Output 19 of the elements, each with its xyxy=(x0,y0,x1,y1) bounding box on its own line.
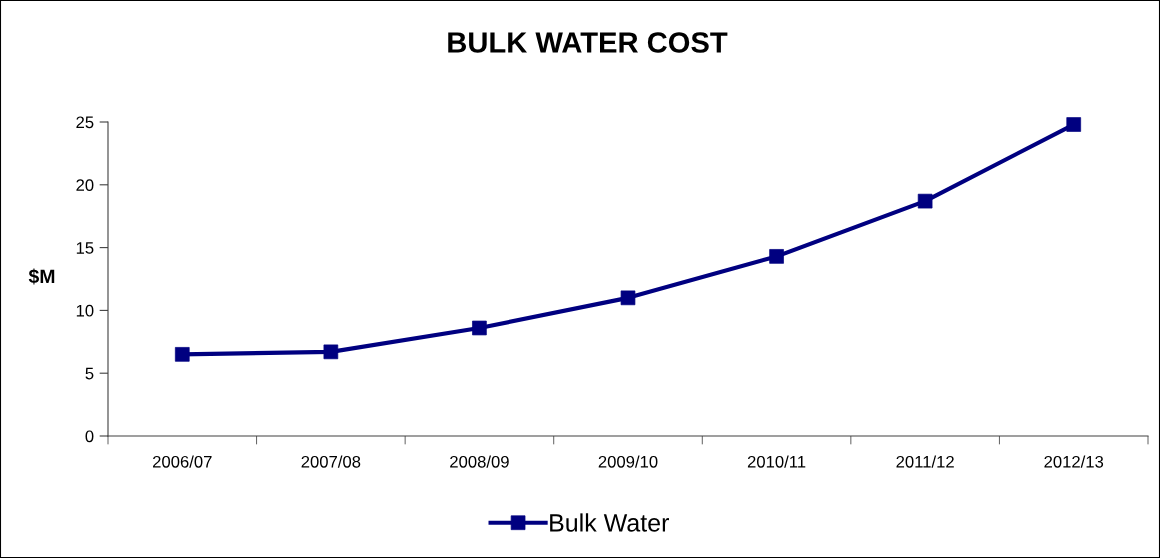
point xyxy=(472,320,487,336)
point xyxy=(769,249,784,264)
y-tick-label: 10 xyxy=(76,304,94,317)
y-tick-label: 20 xyxy=(76,179,94,191)
point xyxy=(174,347,190,362)
y-tick-label: 25 xyxy=(76,116,94,129)
legend-label: Bulk Water xyxy=(550,513,669,532)
x-tick-label: 2007/08 xyxy=(301,455,361,468)
x-tick-label: 2011/12 xyxy=(896,455,954,468)
x-tick-label: 2006/07 xyxy=(153,455,212,468)
y-axis-title: $M xyxy=(28,268,55,285)
x-tick-label: 2009/10 xyxy=(598,455,658,468)
y-tick-label: 5 xyxy=(85,367,94,380)
chart-title: BULK WATER COST xyxy=(448,32,728,53)
y-tick-label: 15 xyxy=(76,242,94,254)
x-tick-label: 2008/09 xyxy=(450,455,509,468)
y-tick-label: 0 xyxy=(85,430,94,443)
x-tick-label: 2010/11 xyxy=(747,455,806,468)
x-tick-label: 2012/13 xyxy=(1044,455,1104,468)
